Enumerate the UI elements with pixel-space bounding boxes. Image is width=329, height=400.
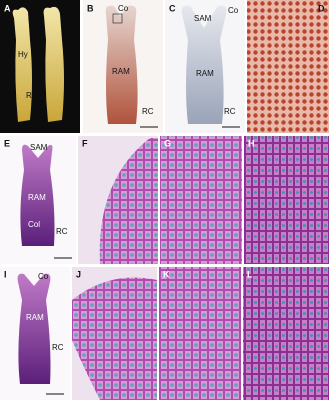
seedling <box>181 5 227 125</box>
label: Hy <box>18 50 28 59</box>
panel-letter: D <box>318 3 325 13</box>
label: RC <box>56 227 68 236</box>
label: Co <box>38 272 49 281</box>
seedling <box>20 144 55 246</box>
panel-letter: A <box>4 3 11 13</box>
tissue <box>72 277 157 400</box>
label: Co <box>28 15 39 24</box>
label: RC <box>142 107 154 116</box>
panel-a <box>0 0 80 133</box>
panel-letter: I <box>4 269 7 279</box>
panel-d <box>247 0 329 133</box>
panel-letter: C <box>169 3 176 13</box>
label: Co <box>118 4 129 13</box>
label: RAM <box>26 313 44 322</box>
panel-letter: G <box>164 138 171 148</box>
label: Col <box>28 220 40 229</box>
label: RAM <box>112 67 130 76</box>
label: RAM <box>196 69 214 78</box>
seedling <box>12 7 32 122</box>
seedling <box>43 6 64 123</box>
panel-letter: K <box>163 269 170 279</box>
panel-letter: E <box>4 138 10 148</box>
seedling <box>17 273 51 384</box>
panel-letter: B <box>87 3 94 13</box>
label: SAM <box>194 14 212 23</box>
inset-box <box>112 13 123 24</box>
panel-letter: L <box>247 269 253 279</box>
panel-l <box>243 267 329 400</box>
panel-letter: J <box>76 269 81 279</box>
panel-letter: H <box>248 138 255 148</box>
label: RAM <box>28 193 46 202</box>
panel-h <box>244 136 329 264</box>
panel-letter: F <box>82 138 88 148</box>
tissue <box>99 138 158 264</box>
label: RC <box>52 343 64 352</box>
label: SAM <box>30 143 48 152</box>
label: RC <box>224 107 236 116</box>
panel-g <box>160 136 242 264</box>
label: RC <box>26 91 38 100</box>
label: Co <box>228 6 239 15</box>
seedling <box>105 5 138 125</box>
panel-k <box>159 267 241 400</box>
